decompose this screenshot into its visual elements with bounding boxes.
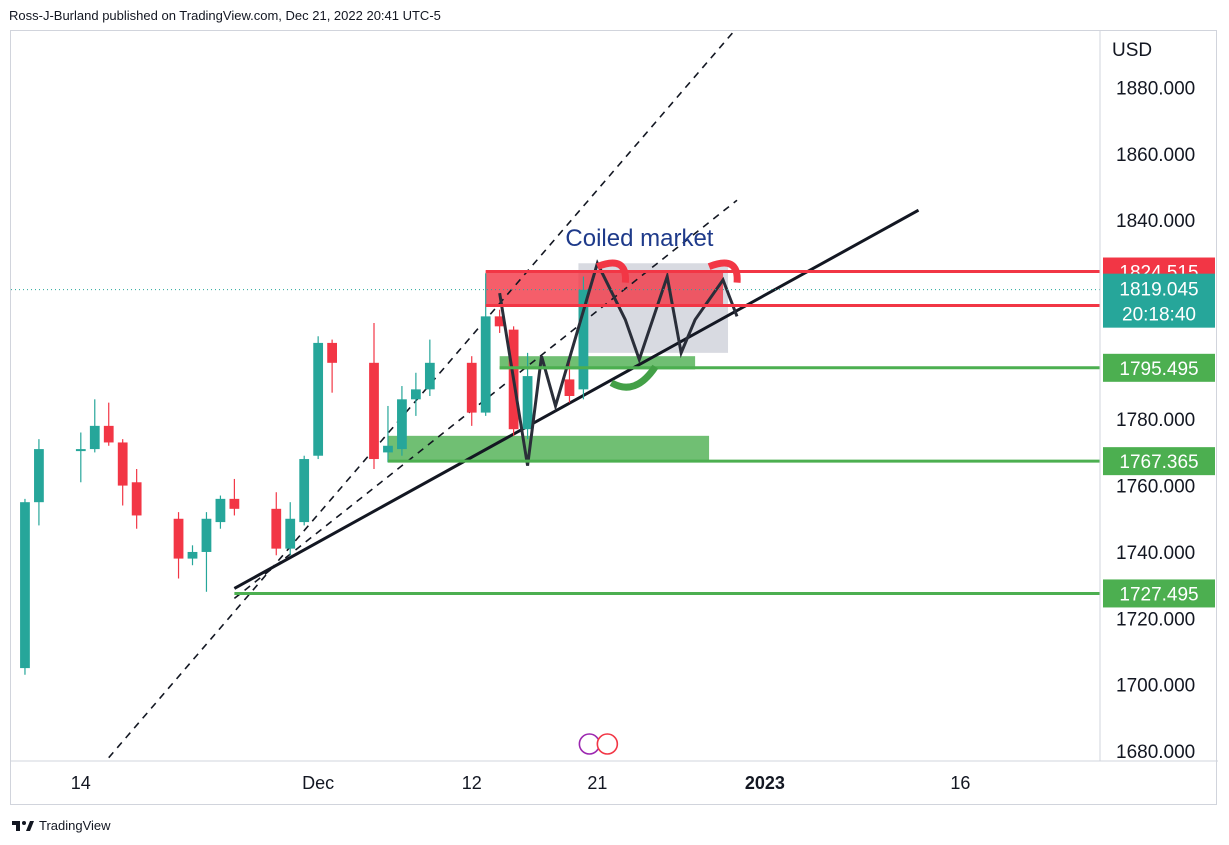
candle xyxy=(299,459,310,523)
candle xyxy=(34,449,44,503)
current-price-label: 1819.045 xyxy=(1119,280,1198,301)
candlestick-chart[interactable]: 1824.5151814.2651795.4951767.3651727.495… xyxy=(11,31,1218,806)
red-curved-arrow-icon xyxy=(707,259,741,283)
price-tag-1795.495 xyxy=(1103,353,1215,382)
red-curved-arrow-icon xyxy=(596,259,629,283)
candle xyxy=(578,289,589,390)
candle xyxy=(117,442,128,486)
candle xyxy=(424,362,435,390)
trendline-solid-0 xyxy=(233,208,920,590)
candles-layer xyxy=(20,273,589,675)
time-tick-label: 12 xyxy=(462,773,482,793)
time-tick-label: 14 xyxy=(71,773,91,793)
lightning-event-icon xyxy=(578,733,601,755)
us-flag-event-icon xyxy=(596,733,619,755)
zigzag-layer xyxy=(498,259,739,466)
projected-zigzag-path xyxy=(498,259,739,466)
coiled-market-annotation: Coiled market xyxy=(565,225,713,252)
candle xyxy=(522,376,533,430)
candle xyxy=(397,399,407,450)
trendlines-layer xyxy=(108,31,920,759)
candle xyxy=(369,362,379,460)
candle xyxy=(383,445,393,453)
price-tick-label: 1740.000 xyxy=(1116,543,1195,564)
price-tag-label: 1727.495 xyxy=(1119,584,1198,605)
zones-layer xyxy=(387,263,729,462)
candle xyxy=(201,518,212,552)
price-tag-label: 1767.365 xyxy=(1119,452,1198,473)
candle xyxy=(187,551,198,559)
annotation-layer: Coiled market xyxy=(565,225,741,755)
price-tick-label: 1700.000 xyxy=(1116,676,1195,697)
candle xyxy=(410,389,421,400)
current-price-tag xyxy=(1103,273,1215,328)
time-tick-label: 21 xyxy=(587,773,607,793)
candle xyxy=(229,498,240,509)
tradingview-logo-icon xyxy=(12,820,34,831)
chart-frame[interactable]: 1824.5151814.2651795.4951767.3651727.495… xyxy=(10,30,1218,806)
axes-layer: USD 1880.000 1860.000 1840.000 1780.000 1760.… xyxy=(11,31,1218,793)
publisher-header: Ross-J-Burland published on TradingView.… xyxy=(9,8,441,23)
candle xyxy=(103,425,114,443)
candle xyxy=(466,362,477,413)
price-tag-1767.365 xyxy=(1103,447,1215,476)
candle xyxy=(285,518,296,549)
price-tick-label: 1880.000 xyxy=(1116,78,1195,99)
price-tick-label: 1860.000 xyxy=(1116,145,1195,166)
price-tick-label: 1780.000 xyxy=(1116,410,1195,431)
candle xyxy=(564,379,575,396)
demand-zone-2 xyxy=(387,435,710,462)
candle xyxy=(480,316,491,413)
candle xyxy=(271,508,282,549)
price-tick-label: 1760.000 xyxy=(1116,477,1195,498)
trendline-dashed-1 xyxy=(108,31,736,759)
price-tick-label: 1680.000 xyxy=(1116,742,1195,763)
levels-layer: 1824.5151814.2651795.4951767.3651727.495… xyxy=(11,257,1215,608)
trendline-dashed-2 xyxy=(233,199,738,600)
footer-brand[interactable]: TradingView xyxy=(12,818,111,833)
candle xyxy=(494,316,505,327)
time-tick-label: 16 xyxy=(950,773,970,793)
price-tag-label: 1795.495 xyxy=(1119,359,1198,380)
candle xyxy=(89,425,100,450)
candle xyxy=(313,342,324,456)
candle xyxy=(75,449,86,452)
time-tick-label: 2023 xyxy=(745,773,785,793)
green-curved-arrow-icon xyxy=(609,364,659,391)
countdown-label: 20:18:40 xyxy=(1122,305,1196,326)
time-tick-label: Dec xyxy=(302,773,334,793)
candle xyxy=(131,482,142,516)
candle xyxy=(327,342,338,363)
price-tag-1727.495 xyxy=(1103,579,1215,608)
price-tick-label: 1720.000 xyxy=(1116,609,1195,630)
candle xyxy=(215,498,226,523)
footer-brand-label: TradingView xyxy=(39,818,111,833)
price-tick-label: 1840.000 xyxy=(1116,211,1195,232)
currency-label: USD xyxy=(1112,40,1152,61)
candle xyxy=(173,518,184,559)
candle xyxy=(20,502,30,669)
